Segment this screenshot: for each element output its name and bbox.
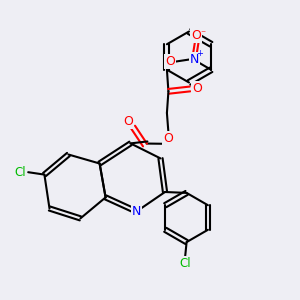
Text: O: O bbox=[192, 82, 202, 95]
Text: N: N bbox=[132, 205, 141, 218]
Text: Cl: Cl bbox=[179, 257, 191, 270]
Text: Cl: Cl bbox=[15, 166, 26, 179]
Text: +: + bbox=[196, 49, 203, 58]
Text: O: O bbox=[165, 55, 175, 68]
Text: N: N bbox=[190, 53, 199, 66]
Text: O: O bbox=[164, 132, 173, 145]
Text: O: O bbox=[191, 29, 201, 42]
Text: ⁻: ⁻ bbox=[200, 30, 206, 40]
Text: O: O bbox=[124, 115, 134, 128]
